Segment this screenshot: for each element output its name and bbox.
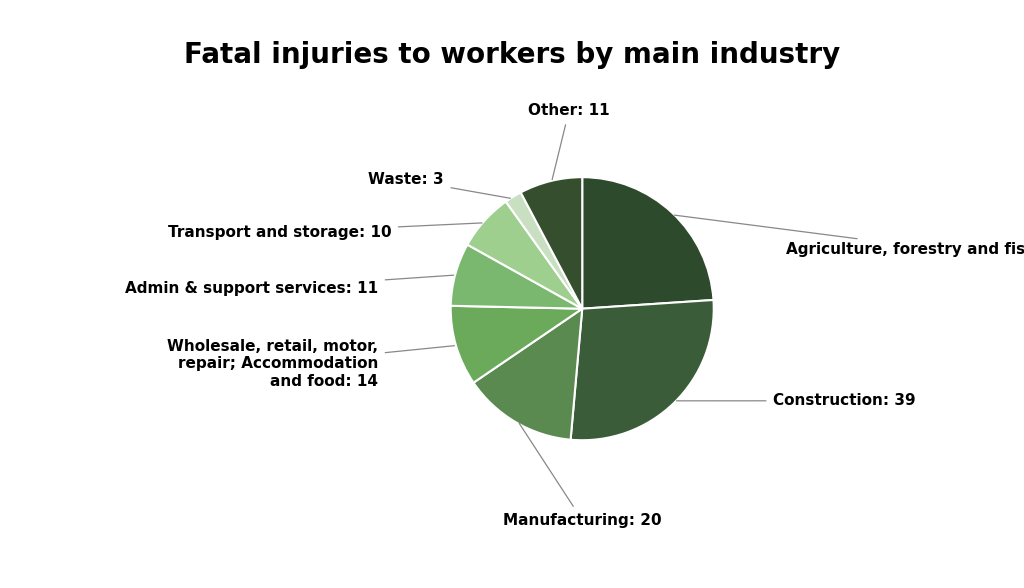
Text: Other: 11: Other: 11: [528, 103, 610, 179]
Text: Fatal injuries to workers by main industry: Fatal injuries to workers by main indust…: [184, 41, 840, 69]
Text: Admin & support services: 11: Admin & support services: 11: [125, 275, 454, 296]
Text: Construction: 39: Construction: 39: [677, 393, 915, 408]
Wedge shape: [451, 306, 583, 383]
Text: Transport and storage: 10: Transport and storage: 10: [168, 223, 482, 240]
Wedge shape: [506, 192, 583, 309]
Text: Agriculture, forestry and fishing: 34: Agriculture, forestry and fishing: 34: [675, 215, 1024, 257]
Wedge shape: [570, 300, 714, 440]
Text: Manufacturing: 20: Manufacturing: 20: [503, 423, 662, 527]
Text: Waste: 3: Waste: 3: [369, 172, 510, 198]
Wedge shape: [467, 202, 583, 309]
Wedge shape: [521, 177, 583, 309]
Wedge shape: [473, 309, 583, 440]
Wedge shape: [583, 177, 714, 309]
Wedge shape: [451, 245, 583, 309]
Text: Wholesale, retail, motor,
repair; Accommodation
and food: 14: Wholesale, retail, motor, repair; Accomm…: [167, 339, 455, 389]
